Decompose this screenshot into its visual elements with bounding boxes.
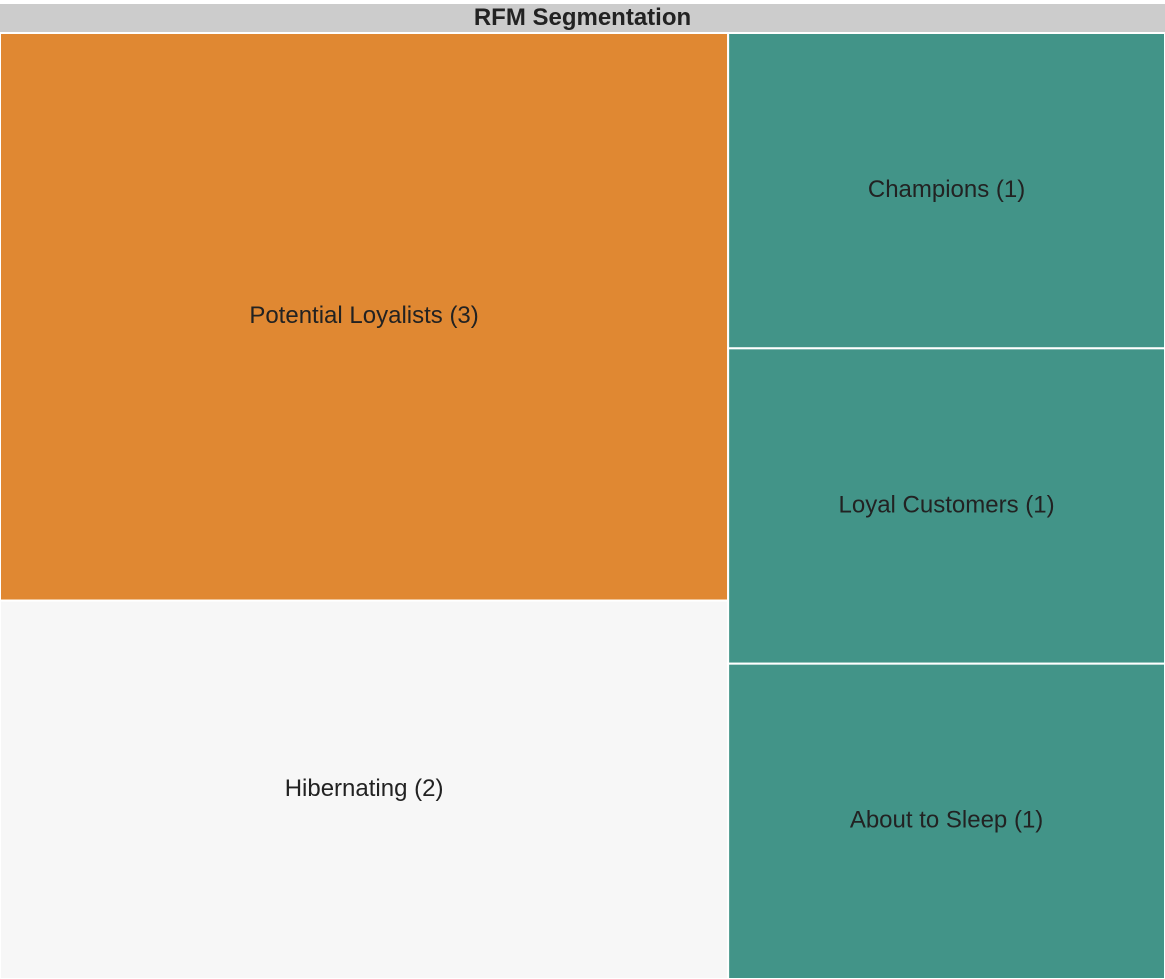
treemap-label: Loyal Customers (1) (839, 491, 1055, 518)
treemap-cell-hibernating: Hibernating (2) (0, 599, 730, 979)
chart-title: RFM Segmentation (0, 4, 1165, 32)
treemap-rect (0, 32, 730, 602)
treemap-cell-champions: Champions (1) (727, 32, 1165, 350)
treemap-label: Hibernating (2) (285, 775, 444, 802)
treemap-cell-loyal-customers: Loyal Customers (1) (727, 347, 1165, 665)
treemap-cell-potential-loyalists: Potential Loyalists (3) (0, 32, 730, 602)
treemap-cell-about-to-sleep: About to Sleep (1) (727, 662, 1165, 979)
treemap-label: Potential Loyalists (3) (249, 302, 478, 329)
treemap-rect (727, 662, 1165, 979)
treemap-label: Champions (1) (868, 176, 1025, 203)
treemap-rect (727, 32, 1165, 350)
treemap-label: About to Sleep (1) (850, 807, 1043, 834)
